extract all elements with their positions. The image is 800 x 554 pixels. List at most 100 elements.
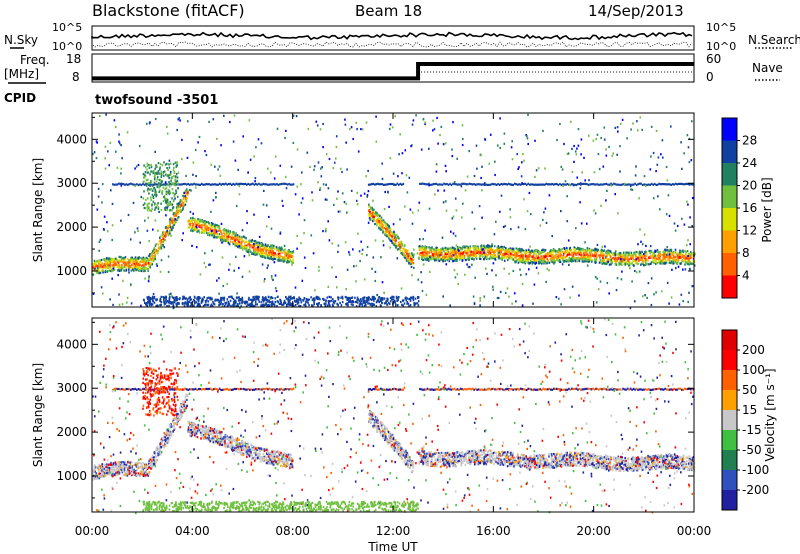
scatter-point — [426, 183, 429, 186]
scatter-point — [545, 182, 548, 185]
scatter-point — [668, 183, 671, 186]
scatter-point — [631, 260, 634, 263]
scatter-point — [181, 203, 184, 206]
scatter-point — [119, 182, 122, 185]
scatter-point — [554, 183, 557, 186]
scatter-point — [396, 182, 399, 185]
scatter-point — [298, 298, 300, 301]
scatter-point — [661, 254, 664, 257]
scatter-point — [591, 254, 594, 257]
scatter-point — [691, 225, 693, 228]
scatter-point — [644, 294, 646, 297]
scatter-point — [460, 185, 463, 188]
scatter-point — [141, 260, 143, 264]
scatter-point — [222, 235, 224, 238]
scatter-point — [389, 234, 391, 237]
scatter-point — [455, 209, 458, 212]
scatter-point — [551, 235, 553, 238]
scatter-point — [165, 214, 167, 217]
scatter-point — [633, 264, 635, 267]
scatter-point — [154, 254, 156, 257]
scatter-point — [614, 254, 617, 257]
scatter-point — [456, 255, 458, 258]
scatter-point — [159, 246, 161, 249]
scatter-point — [457, 257, 459, 260]
scatter-point — [452, 260, 454, 263]
scatter-point — [683, 254, 685, 258]
scatter-point — [447, 257, 449, 260]
scatter-point — [635, 253, 637, 256]
scatter-point — [644, 184, 647, 187]
scatter-point — [392, 172, 395, 175]
scatter-point — [270, 249, 273, 252]
scatter-point — [633, 259, 635, 262]
scatter-point — [294, 304, 297, 307]
scatter-point — [565, 246, 568, 249]
scatter-point — [456, 251, 459, 254]
scatter-point — [684, 249, 686, 253]
scatter-point — [290, 304, 293, 307]
scatter-point — [229, 182, 232, 185]
station-title: Blackstone (fitACF) — [92, 1, 245, 20]
scatter-point — [365, 121, 368, 124]
scatter-point — [366, 299, 368, 302]
scatter-point — [95, 157, 98, 160]
scatter-point — [499, 117, 501, 120]
scatter-point — [531, 261, 534, 264]
scatter-point — [528, 191, 531, 195]
scatter-point — [650, 182, 653, 185]
scatter-point — [240, 182, 242, 185]
scatter-point — [666, 251, 669, 254]
scatter-point — [204, 222, 206, 225]
scatter-point — [248, 270, 251, 273]
scatter-point — [108, 269, 111, 272]
scatter-point — [611, 154, 614, 157]
scatter-point — [322, 146, 324, 149]
scatter-point — [544, 183, 546, 186]
scatter-point — [355, 300, 358, 304]
scatter-point — [186, 192, 188, 195]
scatter-point — [383, 227, 385, 230]
scatter-point — [348, 251, 350, 254]
scatter-point — [276, 249, 278, 252]
scatter-point — [192, 173, 194, 176]
scatter-point — [563, 260, 566, 263]
scatter-point — [449, 247, 452, 250]
scatter-point — [135, 260, 138, 263]
scatter-point — [93, 264, 95, 267]
scatter-point — [424, 253, 427, 256]
scatter-point — [249, 250, 252, 253]
freq-panel: Freq. [MHz] 18 8 60 0 Nave CPID twofsoun… — [4, 52, 783, 108]
scatter-point — [439, 258, 442, 261]
scatter-point — [184, 195, 186, 198]
scatter-point — [155, 298, 157, 301]
scatter-point — [353, 265, 355, 268]
scatter-point — [274, 287, 277, 290]
beam-title: Beam 18 — [355, 2, 422, 20]
scatter-point — [379, 214, 381, 217]
scatter-point — [535, 261, 537, 264]
scatter-point — [497, 144, 499, 147]
scatter-point — [421, 248, 424, 251]
scatter-point — [586, 183, 588, 186]
scatter-point — [418, 245, 421, 248]
scatter-point — [596, 183, 599, 186]
scatter-point — [467, 254, 470, 257]
scatter-point — [110, 258, 113, 261]
scatter-point — [120, 167, 122, 170]
scatter-point — [144, 257, 146, 260]
scatter-point — [376, 293, 378, 297]
scatter-point — [553, 257, 555, 260]
scatter-point — [177, 171, 180, 174]
scatter-point — [499, 210, 501, 213]
scatter-point — [618, 252, 621, 255]
noise-tick-right-bottom: 10^0 — [706, 40, 736, 53]
scatter-point — [334, 300, 337, 303]
scatter-point — [112, 267, 115, 270]
scatter-point — [489, 133, 492, 136]
scatter-point — [96, 271, 98, 274]
scatter-point — [95, 140, 98, 143]
scatter-point — [472, 253, 475, 256]
scatter-point — [249, 245, 251, 248]
scatter-point — [375, 224, 378, 227]
